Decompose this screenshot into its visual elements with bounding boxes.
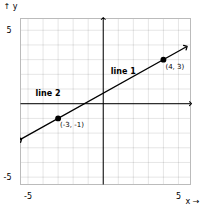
svg-text:(-3, -1): (-3, -1)	[60, 121, 84, 129]
svg-text:line 1: line 1	[111, 67, 136, 76]
svg-text:(4, 3): (4, 3)	[165, 63, 184, 71]
svg-text:-5: -5	[4, 173, 12, 182]
svg-text:-5: -5	[24, 192, 32, 201]
svg-text:x →: x →	[186, 197, 200, 206]
svg-text:5: 5	[176, 192, 181, 201]
svg-text:line 2: line 2	[36, 89, 61, 98]
svg-text:↑ y: ↑ y	[4, 2, 18, 11]
svg-text:5: 5	[6, 26, 11, 35]
